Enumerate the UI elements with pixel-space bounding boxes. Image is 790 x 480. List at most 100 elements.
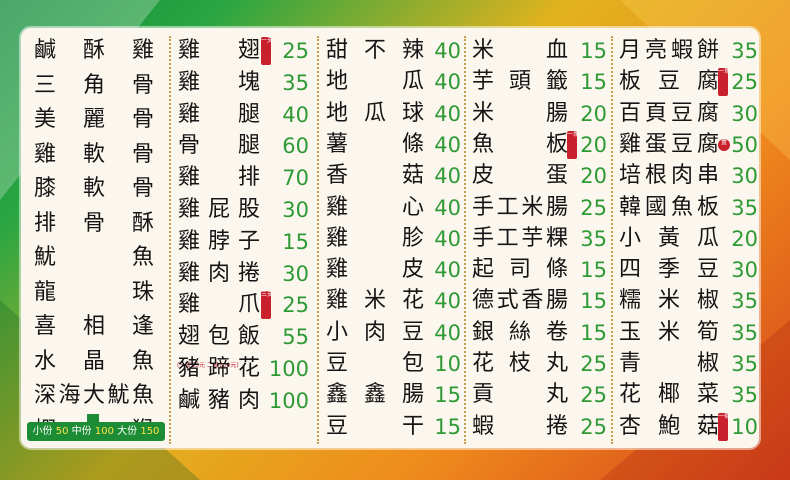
column-divider: [464, 36, 466, 444]
price-note: (一支55元 二支100元): [177, 362, 239, 370]
menu-item-price: 40: [434, 101, 461, 126]
menu-item-name: 米血: [471, 38, 568, 63]
menu-item-name: 手工米腸: [471, 194, 568, 220]
menu-item-name: 美麗骨: [33, 107, 154, 132]
menu-item-price: 40: [434, 70, 461, 95]
menu-item-name: 貢丸: [471, 382, 568, 408]
menu-item-name: 雞胗: [325, 225, 424, 251]
menu-item-price: 35: [282, 70, 309, 95]
size-medium-label: 中份: [71, 426, 92, 437]
menu-item-name: 翅包飯: [177, 324, 260, 350]
menu-item-price: 30: [731, 164, 758, 189]
menu-item-price: 20: [731, 226, 758, 251]
portion-size-bar: 小份 50 中份 100 大份 150: [27, 422, 165, 441]
menu-item-name: 雞肉捲: [177, 260, 260, 286]
menu-item-price: 35: [731, 289, 758, 314]
menu-item-price: 100: [268, 388, 309, 413]
menu-item-price: 60: [282, 134, 309, 159]
menu-item-name: 雞軟骨: [33, 141, 154, 167]
menu-item-price: 15: [580, 258, 607, 283]
menu-item-price: 40: [434, 320, 461, 345]
menu-item-name: 起司條: [471, 257, 568, 283]
menu-item-price: 40: [434, 289, 461, 314]
menu-item-name: 雞爪: [177, 292, 260, 318]
unit-badge: 盒: [718, 138, 730, 151]
menu-item-price: 15: [282, 229, 309, 254]
menu-item-name: 龍珠: [33, 279, 154, 305]
column-divider: [169, 36, 171, 444]
menu-item-price: 40: [282, 102, 309, 127]
menu-item-name: 雞蛋豆腐: [618, 131, 719, 157]
menu-item-name: 雞心: [325, 194, 424, 220]
menu-item-name: 小肉豆: [325, 319, 424, 345]
menu-item-name: 糯米椒: [618, 288, 719, 314]
menu-item-name: 雞塊: [177, 69, 260, 95]
menu-item-name: 雞排: [177, 165, 260, 191]
unit-badge: 三支: [261, 291, 273, 320]
menu-item-name: 板豆腐: [618, 69, 719, 95]
menu-item-price: 35: [731, 320, 758, 345]
menu-item-name: 豆包: [325, 351, 424, 376]
menu-item-name: 銀絲卷: [471, 319, 568, 345]
menu-item-name: 骨腿: [177, 133, 260, 159]
menu-item-name: 雞米花: [325, 288, 424, 314]
menu-item-price: 40: [434, 132, 461, 157]
menu-item-name: 鹹豬肉: [177, 387, 260, 413]
menu-item-name: 百頁豆腐: [618, 100, 719, 126]
menu-item-name: 雞翅: [177, 38, 260, 63]
unit-badge: 一條: [718, 412, 730, 441]
menu-item-name: 米腸: [471, 100, 568, 126]
column-divider: [317, 36, 319, 444]
menu-item-price: 25: [580, 383, 607, 408]
size-bar-tab: [87, 414, 99, 424]
menu-item-name: 花椰菜: [618, 382, 719, 408]
menu-item-price: 15: [580, 70, 607, 95]
menu-item-name: 排骨酥: [33, 210, 154, 236]
menu-item-price: 20: [580, 101, 607, 126]
menu-item-name: 地瓜: [325, 69, 424, 95]
menu-item-price: 35: [731, 383, 758, 408]
menu-item-price: 100: [268, 357, 309, 381]
menu-item-name: 花枝丸: [471, 351, 568, 376]
menu-item-name: 杏鮑菇: [618, 413, 719, 439]
size-small-label: 小份: [32, 426, 53, 437]
menu-item-price: 30: [282, 198, 309, 222]
menu-item-name: 皮蛋: [471, 163, 568, 189]
column-divider: [611, 36, 613, 444]
menu-item-price: 15: [580, 320, 607, 345]
menu-item-price: 15: [580, 39, 607, 63]
menu-item-price: 35: [731, 195, 758, 220]
menu-item-name: 玉米筍: [618, 319, 719, 345]
menu-item-name: 地瓜球: [325, 100, 424, 126]
menu-item-name: 雞皮: [325, 257, 424, 283]
menu-item-price: 30: [282, 261, 309, 286]
menu-item-price: 15: [434, 383, 461, 408]
menu-item-name: 四季豆: [618, 257, 719, 283]
menu-item-name: 德式香腸: [471, 288, 568, 314]
menu-item-name: 豆干: [325, 413, 424, 439]
menu-item-price: 40: [434, 226, 461, 251]
menu-item-price: 30: [731, 258, 758, 283]
size-small-price: 50: [55, 426, 69, 437]
menu-item-price: 35: [580, 226, 607, 251]
menu-item-price: 40: [434, 195, 461, 220]
menu-item-name: 魚板: [471, 131, 568, 157]
menu-item-name: 芋頭籤: [471, 69, 568, 95]
menu-item-price: 25: [580, 195, 607, 220]
menu-item-price: 15: [580, 289, 607, 314]
menu-item-name: 豬蹄花: [177, 356, 260, 381]
menu-item-price: 35: [731, 352, 758, 376]
size-medium-price: 100: [94, 426, 114, 437]
menu-item-price: 25: [282, 39, 309, 63]
menu-item-price: 35: [731, 39, 758, 63]
menu-item-price: 25: [580, 352, 607, 376]
menu-item-price: 40: [434, 164, 461, 189]
menu-item-price: 55: [282, 325, 309, 350]
menu-item-name: 小黃瓜: [618, 225, 719, 251]
menu-panel: 鹹酥雞三角骨美麗骨雞軟骨膝軟骨排骨酥魷魚龍珠喜相逢水晶魚深海大魷魚蝦猴 雞翅25…: [21, 28, 759, 448]
menu-item-name: 鑫鑫腸: [325, 382, 424, 408]
menu-item-price: 10: [434, 352, 461, 376]
menu-item-price: 25: [282, 293, 309, 318]
unit-badge: 一支: [261, 37, 273, 65]
menu-item-price: 15: [434, 414, 461, 439]
